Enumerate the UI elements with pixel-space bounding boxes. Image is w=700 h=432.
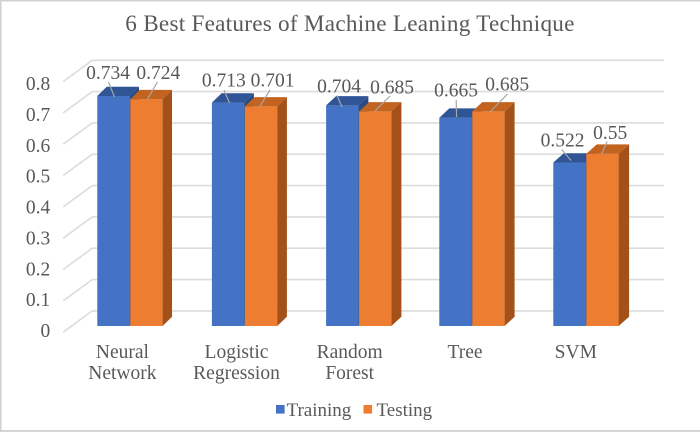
svg-text:0.665: 0.665 (434, 80, 478, 101)
svg-text:0: 0 (41, 321, 51, 342)
svg-text:Neural: Neural (96, 342, 150, 363)
svg-text:0.7: 0.7 (26, 105, 51, 126)
svg-text:0.5: 0.5 (26, 167, 50, 188)
svg-text:0.701: 0.701 (251, 70, 295, 91)
svg-text:0.685: 0.685 (485, 74, 529, 95)
svg-text:Regression: Regression (193, 363, 280, 384)
svg-text:0.1: 0.1 (26, 290, 50, 311)
svg-text:0.724: 0.724 (136, 63, 180, 84)
svg-text:0.522: 0.522 (541, 131, 585, 152)
svg-text:0.4: 0.4 (26, 198, 51, 219)
svg-text:0.2: 0.2 (26, 259, 50, 280)
svg-text:0.55: 0.55 (593, 123, 627, 144)
svg-text:0.734: 0.734 (86, 63, 130, 84)
svg-text:Network: Network (88, 363, 156, 384)
svg-text:Random: Random (317, 342, 383, 363)
svg-text:Testing: Testing (377, 400, 433, 421)
svg-text:0.704: 0.704 (317, 76, 361, 97)
svg-text:0.685: 0.685 (370, 77, 414, 98)
svg-text:0.8: 0.8 (26, 74, 50, 95)
svg-text:0.3: 0.3 (26, 229, 50, 250)
svg-text:Training: Training (287, 400, 352, 421)
svg-text:SVM: SVM (555, 342, 597, 363)
svg-text:Logistic: Logistic (205, 342, 269, 363)
svg-text:0.713: 0.713 (202, 70, 246, 91)
svg-text:Tree: Tree (447, 342, 482, 363)
svg-text:Forest: Forest (325, 363, 374, 384)
svg-text:0.6: 0.6 (26, 136, 51, 157)
svg-text:6 Best Features of Machine Lea: 6 Best Features of Machine Leaning Techn… (125, 11, 574, 37)
